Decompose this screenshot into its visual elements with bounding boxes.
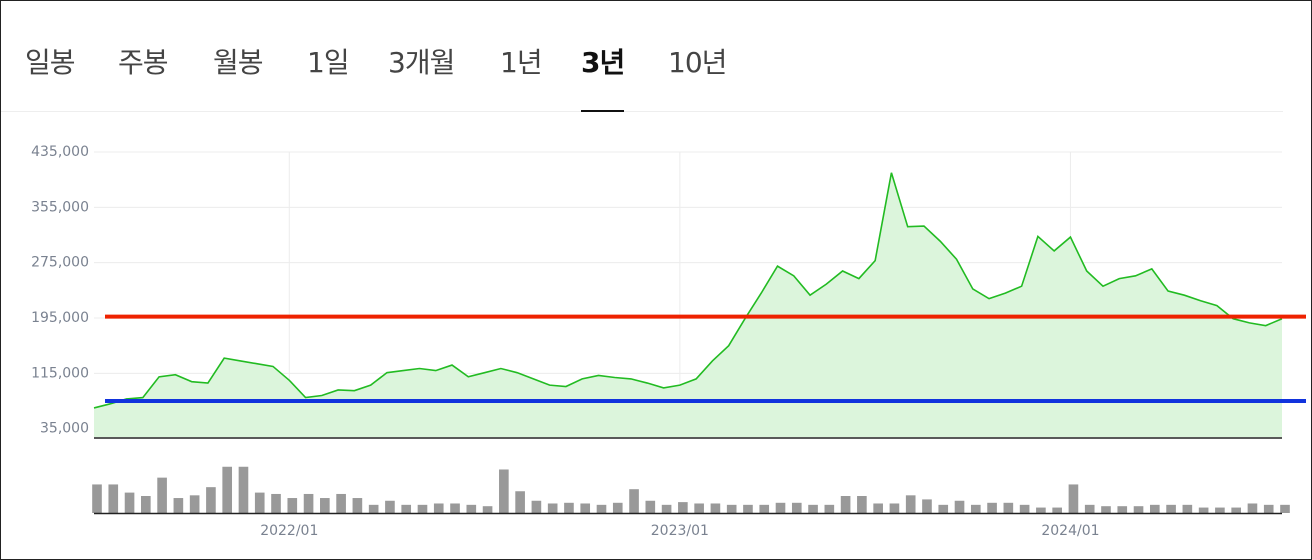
x-tick-label: 2023/01 xyxy=(651,523,709,539)
volume-bar xyxy=(1117,506,1128,513)
volume-bar xyxy=(189,495,200,513)
volume-bar xyxy=(222,466,233,513)
volume-bar xyxy=(1084,504,1095,513)
volume-bar xyxy=(450,503,460,513)
volume-bar xyxy=(1003,502,1014,513)
y-tick-label: 355,000 xyxy=(31,199,89,215)
volume-bar xyxy=(206,487,216,513)
volume-bar xyxy=(157,477,167,513)
volume-bar xyxy=(938,504,949,513)
period-tab[interactable]: 1년 xyxy=(500,46,543,79)
volume-bar xyxy=(482,506,493,513)
period-tab[interactable]: 3년 xyxy=(581,46,625,79)
volume-bar xyxy=(596,504,607,513)
volume-bar xyxy=(726,504,737,513)
volume-bar xyxy=(401,504,412,513)
period-tab[interactable]: 1일 xyxy=(307,46,350,79)
volume-bar xyxy=(987,502,997,513)
volume-bar xyxy=(1101,506,1111,513)
x-tick-label: 2024/01 xyxy=(1041,523,1099,539)
volume-bar xyxy=(1149,504,1160,513)
volume-bar xyxy=(808,504,818,513)
volume-bar xyxy=(905,495,916,513)
volume-bar xyxy=(824,504,835,513)
volume-bar xyxy=(466,504,477,513)
volume-bar xyxy=(857,496,867,513)
volume-bar xyxy=(612,502,623,513)
volume-bar xyxy=(1019,504,1030,513)
y-tick-label: 115,000 xyxy=(31,365,89,381)
active-underline xyxy=(581,110,624,112)
y-tick-label: 195,000 xyxy=(31,310,89,326)
volume-bar xyxy=(368,504,379,513)
price-area xyxy=(94,172,1282,437)
volume-bar xyxy=(678,502,688,513)
volume-bar xyxy=(694,503,704,513)
x-tick-label: 2022/01 xyxy=(260,523,318,539)
period-tab[interactable]: 월봉 xyxy=(213,46,264,79)
y-tick-label: 35,000 xyxy=(40,421,89,437)
volume-bar xyxy=(141,496,151,513)
volume-bar xyxy=(1133,506,1144,513)
volume-bar xyxy=(840,496,851,513)
volume-bar xyxy=(710,503,721,513)
volume-bar xyxy=(173,498,184,513)
period-tab[interactable]: 3개월 xyxy=(388,46,455,79)
volume-bar xyxy=(336,493,346,513)
volume-bar xyxy=(645,500,656,513)
volume-bar xyxy=(873,503,883,513)
volume-bar xyxy=(92,484,102,513)
period-tab[interactable]: 10년 xyxy=(668,46,727,79)
volume-bar xyxy=(889,503,900,513)
volume-bar xyxy=(1231,507,1241,513)
volume-bar xyxy=(629,489,639,513)
volume-bar xyxy=(970,504,981,513)
volume-bar xyxy=(1247,503,1258,513)
volume-bar xyxy=(271,493,281,513)
volume-bar xyxy=(791,502,802,513)
volume-bar xyxy=(238,466,249,513)
volume-bar xyxy=(320,498,330,513)
volume-bar xyxy=(287,498,298,513)
volume-bar xyxy=(499,469,509,513)
volume-bar xyxy=(1068,484,1079,513)
volume-bar xyxy=(433,503,444,513)
period-tab[interactable]: 일봉 xyxy=(25,46,76,79)
volume-bar xyxy=(352,498,363,513)
volume-bar xyxy=(1182,504,1193,513)
volume-bar xyxy=(124,492,135,513)
volume-bar xyxy=(1052,507,1062,513)
volume-bar xyxy=(547,503,558,513)
y-tick-label: 275,000 xyxy=(31,255,89,271)
volume-bar xyxy=(254,492,265,513)
volume-bar xyxy=(759,504,770,513)
volume-bar xyxy=(954,500,965,513)
volume-bar xyxy=(1036,507,1046,513)
volume-bar xyxy=(1263,504,1274,513)
volume-bar xyxy=(417,504,428,513)
volume-bar xyxy=(661,504,672,513)
volume-bar xyxy=(515,491,525,513)
y-tick-label: 435,000 xyxy=(31,144,89,160)
volume-bar xyxy=(743,504,753,513)
volume-bar xyxy=(1215,507,1225,513)
volume-bar xyxy=(564,502,574,513)
volume-bar xyxy=(580,503,591,513)
volume-bar xyxy=(1166,504,1176,513)
price-line xyxy=(93,172,1283,409)
volume-bar xyxy=(922,499,932,513)
volume-bar xyxy=(108,484,119,513)
period-tab[interactable]: 주봉 xyxy=(118,46,169,79)
volume-bar xyxy=(1198,507,1209,513)
volume-bar xyxy=(303,493,314,513)
tab-bar: 일봉 주봉 월봉 1일 3개월 1년 3년 10년 xyxy=(1,31,1283,112)
volume-bar xyxy=(1280,504,1290,513)
volume-bar xyxy=(531,500,542,513)
volume-bar xyxy=(385,500,395,513)
volume-bar xyxy=(775,502,786,513)
